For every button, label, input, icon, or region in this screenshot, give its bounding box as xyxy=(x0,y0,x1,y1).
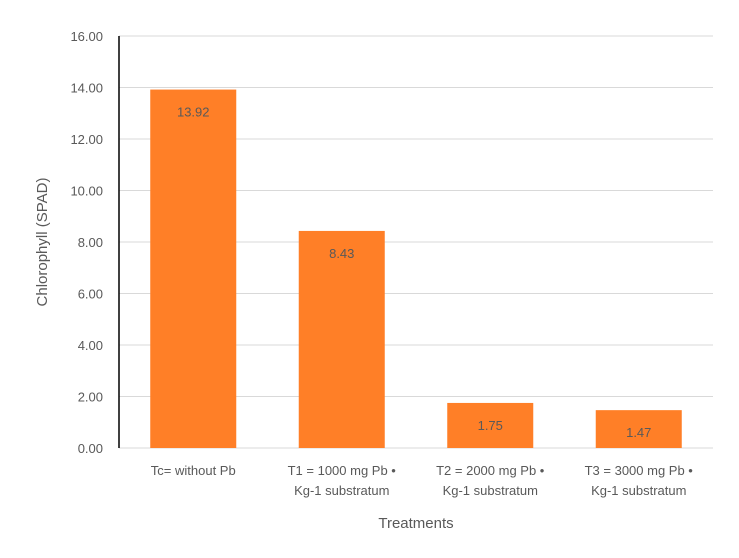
y-tick-label: 16.00 xyxy=(70,29,103,44)
y-tick-label: 8.00 xyxy=(78,235,103,250)
bar xyxy=(595,410,682,448)
bars xyxy=(150,89,682,448)
x-tick-label: T3 = 3000 mg Pb • Kg-1 substratum xyxy=(585,463,694,498)
x-axis-ticks: Tc= without Pb T1 = 1000 mg Pb • Kg-1 subs… xyxy=(151,463,694,498)
x-tick-label-line: Kg-1 substratum xyxy=(294,483,389,498)
y-tick-label: 14.00 xyxy=(70,81,103,96)
y-axis-ticks: 0.00 2.00 4.00 6.00 8.00 10.00 12.00 14.00 16.00 xyxy=(70,29,103,456)
y-tick-label: 10.00 xyxy=(70,184,103,199)
bar-data-label: 8.43 xyxy=(329,246,354,261)
bar xyxy=(298,230,385,448)
bar xyxy=(150,89,237,448)
bar-data-label: 1.47 xyxy=(626,425,651,440)
x-tick-label: T2 = 2000 mg Pb • Kg-1 substratum xyxy=(436,463,545,498)
x-tick-label-line: T1 = 1000 mg Pb • xyxy=(288,463,397,478)
y-tick-label: 12.00 xyxy=(70,132,103,147)
data-labels: 13.92 8.43 1.75 1.47 xyxy=(177,105,651,441)
bar xyxy=(447,402,534,448)
x-tick-label: Tc= without Pb xyxy=(151,463,236,478)
x-axis-title: Treatments xyxy=(378,515,453,532)
x-tick-label-line: T2 = 2000 mg Pb • xyxy=(436,463,545,478)
y-tick-label: 0.00 xyxy=(78,441,103,456)
x-tick-label-line: Kg-1 substratum xyxy=(591,483,686,498)
bar-data-label: 13.92 xyxy=(177,105,210,120)
x-tick-label: T1 = 1000 mg Pb • Kg-1 substratum xyxy=(288,463,397,498)
x-tick-label-line: Kg-1 substratum xyxy=(443,483,538,498)
x-tick-label-line: T3 = 3000 mg Pb • xyxy=(585,463,694,478)
y-axis-title: Chlorophyll (SPAD) xyxy=(34,178,51,307)
y-tick-label: 2.00 xyxy=(78,390,103,405)
bar-data-label: 1.75 xyxy=(478,418,503,433)
y-tick-label: 6.00 xyxy=(78,287,103,302)
x-tick-label-line: Tc= without Pb xyxy=(151,463,236,478)
y-tick-label: 4.00 xyxy=(78,338,103,353)
